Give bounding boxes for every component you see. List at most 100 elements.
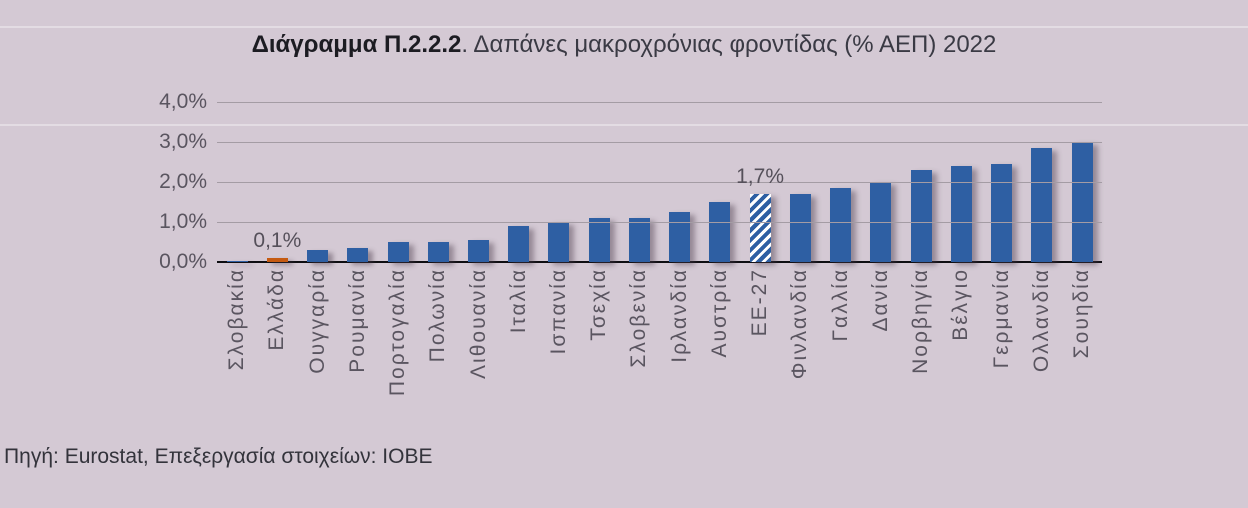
bar-Γαλλία xyxy=(830,188,852,262)
bar-series xyxy=(217,102,1102,262)
bar-Βέλγιο xyxy=(950,166,972,262)
bar-Αυστρία xyxy=(709,202,731,262)
x-label-slot: Ισπανία xyxy=(539,268,579,354)
x-label-Ισπανία: Ισπανία xyxy=(546,268,570,355)
bar-Σουηδία xyxy=(1071,142,1093,262)
x-label-slot: Ελλάδα xyxy=(257,268,297,351)
x-label-slot: Σλοβενία xyxy=(619,268,659,368)
chart-title-number: Διάγραμμα Π.2.2.2 xyxy=(251,31,462,58)
bar-ΕΕ-27 xyxy=(749,194,771,262)
bar-Πολωνία xyxy=(427,242,449,262)
x-label-slot: Νορβηγία xyxy=(901,268,941,374)
x-label-Νορβηγία: Νορβηγία xyxy=(909,268,933,374)
bar-slot xyxy=(338,102,378,262)
x-label-slot: Βέλγιο xyxy=(941,268,981,341)
x-label-Πορτογαλία: Πορτογαλία xyxy=(386,268,410,397)
x-label-slot: Ουγγαρία xyxy=(297,268,337,374)
x-label-Σουηδία: Σουηδία xyxy=(1070,268,1094,359)
x-label-Τσεχία: Τσεχία xyxy=(587,268,611,341)
chart-title: Διάγραμμα Π.2.2.2. Δαπάνες μακροχρόνιας … xyxy=(0,31,1248,59)
x-label-slot: Γερμανία xyxy=(981,268,1021,368)
x-label-Λιθουανία: Λιθουανία xyxy=(466,268,490,379)
bar-Ελλάδα xyxy=(266,258,288,262)
bar-Σλοβακία xyxy=(226,261,248,262)
x-label-slot: Σουηδία xyxy=(1062,268,1102,358)
x-label-Βέλγιο: Βέλγιο xyxy=(949,268,973,341)
x-label-Ελλάδα: Ελλάδα xyxy=(265,268,289,351)
bar-slot xyxy=(821,102,861,262)
bar-Φινλανδία xyxy=(789,194,811,262)
bar-Ρουμανία xyxy=(347,248,369,262)
background-band xyxy=(0,124,1248,126)
bar-slot xyxy=(1062,102,1102,262)
bar-Ισπανία xyxy=(548,222,570,262)
background-band xyxy=(0,26,1248,28)
bar-slot xyxy=(619,102,659,262)
bar-Ιταλία xyxy=(508,226,530,262)
gridline xyxy=(217,102,1102,103)
y-tick-label: 4,0% xyxy=(159,90,207,113)
x-label-slot: Τσεχία xyxy=(579,268,619,341)
x-axis-line xyxy=(217,261,1102,263)
x-label-Δανία: Δανία xyxy=(868,268,892,332)
bar-slot xyxy=(901,102,941,262)
y-tick-label: 3,0% xyxy=(159,130,207,153)
bar-slot xyxy=(418,102,458,262)
bar-Νορβηγία xyxy=(910,170,932,262)
bar-slot xyxy=(257,102,297,262)
chart-title-separator: . xyxy=(461,31,474,58)
y-axis: 0,0% 1,0% 2,0% 3,0% 4,0% xyxy=(0,90,207,273)
bar-slot xyxy=(981,102,1021,262)
x-label-Αυστρία: Αυστρία xyxy=(707,268,731,358)
x-axis-labels: Σλοβακία Ελλάδα Ουγγαρία Ρουμανία Πορτογαλία… xyxy=(217,268,1102,396)
x-label-Ουγγαρία: Ουγγαρία xyxy=(305,268,329,374)
bar-Τσεχία xyxy=(588,218,610,262)
bar-slot xyxy=(941,102,981,262)
bar-Λιθουανία xyxy=(468,240,490,262)
data-label-ΕΕ-27: 1,7% xyxy=(736,165,784,188)
bar-slot xyxy=(378,102,418,262)
x-label-Σλοβενία: Σλοβενία xyxy=(627,268,651,368)
gridline xyxy=(217,142,1102,143)
x-label-slot: Δανία xyxy=(861,268,901,331)
y-tick-label: 2,0% xyxy=(159,170,207,193)
x-label-slot: ΕΕ-27 xyxy=(740,268,780,336)
x-label-ΕΕ-27: ΕΕ-27 xyxy=(748,268,772,337)
y-tick-label: 0,0% xyxy=(159,250,207,273)
x-label-Σλοβακία: Σλοβακία xyxy=(225,268,249,371)
bar-slot xyxy=(217,102,257,262)
x-label-slot: Ιρλανδία xyxy=(660,268,700,363)
data-label-Ελλάδα: 0,1% xyxy=(253,229,302,252)
bar-slot xyxy=(458,102,498,262)
source-note: Πηγή: Eurostat, Επεξεργασία στοιχείων: Ι… xyxy=(4,445,433,468)
bar-slot xyxy=(1022,102,1062,262)
bar-slot xyxy=(499,102,539,262)
x-label-slot: Πολωνία xyxy=(418,268,458,362)
bar-slot xyxy=(700,102,740,262)
gridline xyxy=(217,182,1102,183)
gridline xyxy=(217,222,1102,223)
x-label-slot: Γαλλία xyxy=(821,268,861,342)
x-label-slot: Αυστρία xyxy=(700,268,740,358)
x-label-Φινλανδία: Φινλανδία xyxy=(788,268,812,380)
bar-Ουγγαρία xyxy=(307,250,329,262)
x-label-Ιταλία: Ιταλία xyxy=(506,268,530,334)
x-label-slot: Φινλανδία xyxy=(780,268,820,379)
bar-slot xyxy=(660,102,700,262)
x-label-Ρουμανία: Ρουμανία xyxy=(345,268,369,373)
bar-Ιρλανδία xyxy=(669,212,691,262)
bar-slot xyxy=(579,102,619,262)
chart-title-text: Δαπάνες μακροχρόνιας φροντίδας (% ΑΕΠ) 2… xyxy=(473,31,997,58)
bar-slot xyxy=(780,102,820,262)
x-label-Ολλανδία: Ολλανδία xyxy=(1029,268,1053,373)
x-label-slot: Ιταλία xyxy=(499,268,539,333)
x-label-Γερμανία: Γερμανία xyxy=(989,268,1013,369)
bar-Γερμανία xyxy=(991,164,1013,262)
bar-Σλοβενία xyxy=(628,218,650,262)
x-label-Ιρλανδία: Ιρλανδία xyxy=(667,268,691,363)
x-label-slot: Πορτογαλία xyxy=(378,268,418,396)
x-label-slot: Ολλανδία xyxy=(1022,268,1062,372)
bar-slot xyxy=(740,102,780,262)
bar-slot xyxy=(539,102,579,262)
